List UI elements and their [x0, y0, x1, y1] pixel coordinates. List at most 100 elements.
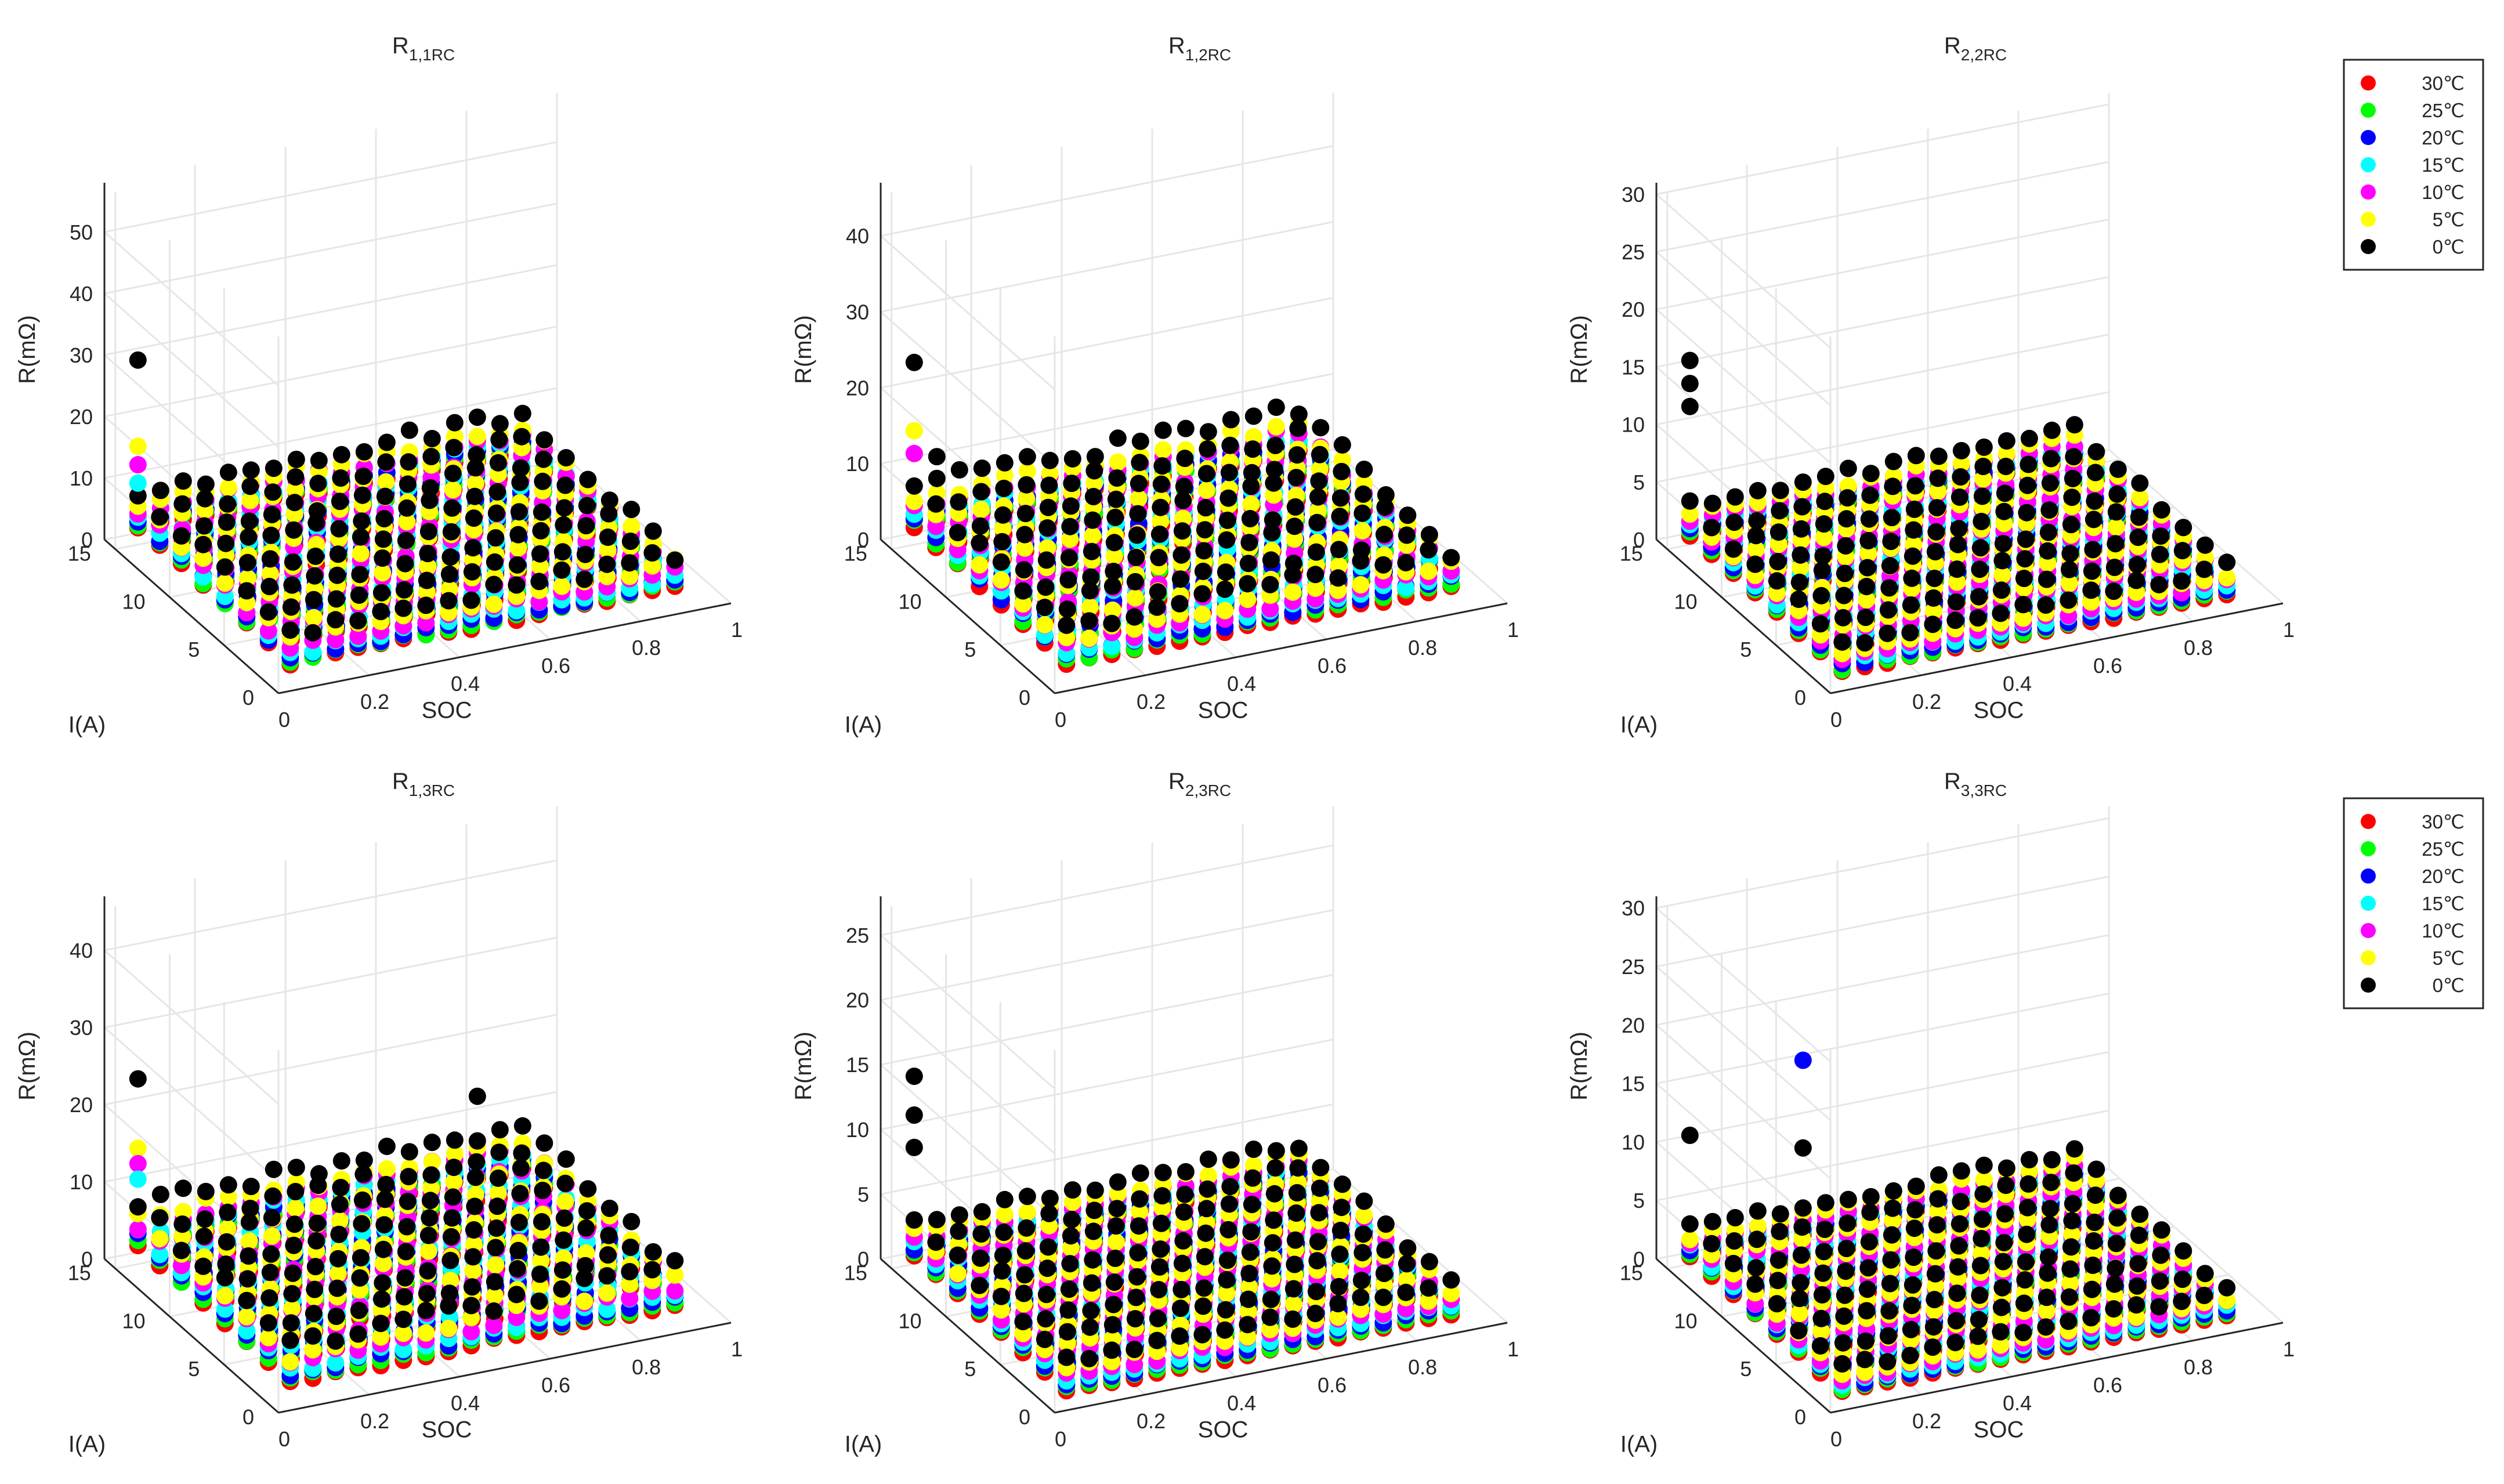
- scatter-point: [1131, 432, 1149, 450]
- scatter-point: [1839, 489, 1857, 507]
- scatter-point: [372, 603, 390, 621]
- scatter-point: [129, 437, 147, 455]
- soc-axis-line: [1054, 602, 1508, 694]
- scatter-point: [1329, 569, 1347, 587]
- resistance-axis-label: R(mΩ): [1566, 315, 1592, 384]
- scatter-point: [486, 1273, 504, 1291]
- scatter-point: [2065, 416, 2083, 434]
- chart-title-main: R: [392, 33, 409, 59]
- scatter-point: [1312, 1159, 1330, 1177]
- scatter-point: [1083, 542, 1101, 560]
- scatter-point: [2043, 421, 2061, 439]
- scatter-point: [1176, 450, 1194, 468]
- scatter-point: [1816, 493, 1834, 511]
- scatter-point: [1220, 464, 1238, 482]
- scatter-point: [491, 1121, 509, 1139]
- scatter-point: [1239, 575, 1257, 593]
- scatter-point: [1126, 608, 1144, 626]
- scatter-point: [1973, 512, 1991, 530]
- soc-tick-label: 1: [1507, 618, 1519, 642]
- scatter-point: [445, 439, 463, 457]
- scatter-point: [928, 1211, 946, 1229]
- scatter-point: [419, 558, 437, 575]
- soc-tick-label: 0.4: [1227, 672, 1256, 696]
- scatter-point: [1218, 1251, 1236, 1269]
- scatter-point: [1969, 609, 1987, 627]
- scatter-point: [264, 1187, 282, 1205]
- scatter-point: [1420, 541, 1438, 559]
- scatter-point: [1724, 540, 1742, 558]
- scatter-point: [281, 1353, 299, 1371]
- scatter-point: [508, 1260, 526, 1277]
- scatter-series: [905, 353, 1460, 673]
- scatter-point: [513, 428, 531, 446]
- scatter-point: [2065, 448, 2083, 466]
- scatter-point: [1197, 465, 1215, 483]
- scatter-point: [1039, 1238, 1057, 1256]
- scatter-point: [260, 1289, 278, 1307]
- scatter-point: [417, 596, 435, 614]
- scatter-point: [1217, 563, 1235, 581]
- scatter-point: [1947, 593, 1965, 611]
- scatter-point: [1681, 375, 1699, 393]
- scatter-point: [332, 1179, 350, 1196]
- scatter-point: [194, 549, 212, 567]
- scatter-point: [419, 1242, 437, 1260]
- scatter-point: [240, 1213, 258, 1231]
- scatter-point: [555, 1231, 573, 1249]
- scatter-point: [508, 602, 526, 620]
- scatter-point: [905, 444, 923, 462]
- scatter-point: [511, 1185, 529, 1203]
- scatter-point: [395, 599, 412, 617]
- scatter-point: [2173, 572, 2191, 590]
- scatter-point: [510, 1214, 528, 1232]
- scatter-point: [1265, 1211, 1283, 1229]
- scatter-point: [308, 1214, 326, 1232]
- scatter-point: [1420, 562, 1438, 580]
- scatter-point: [993, 1262, 1011, 1280]
- scatter-point: [259, 603, 277, 621]
- scatter-point: [1790, 591, 1808, 608]
- scatter-point: [508, 576, 526, 594]
- resistance-tick-label: 0: [857, 528, 869, 552]
- scatter-point: [1152, 498, 1170, 516]
- scatter-point: [262, 1245, 280, 1263]
- scatter-point: [398, 1218, 416, 1236]
- scatter-point: [1352, 552, 1370, 570]
- scatter-point: [442, 1228, 460, 1246]
- current-axis-label: I(A): [845, 712, 882, 738]
- scatter-point: [331, 1196, 349, 1213]
- scatter-point: [306, 1280, 324, 1298]
- scatter-point: [129, 351, 147, 369]
- scatter-point: [2018, 476, 2036, 494]
- scatter-point: [332, 469, 350, 487]
- scatter-point: [1154, 421, 1172, 439]
- scatter-point: [261, 550, 279, 568]
- scatter-point: [261, 565, 279, 583]
- scatter-point: [1221, 1178, 1239, 1196]
- scatter-point: [1861, 486, 1879, 504]
- scatter-point: [555, 516, 573, 534]
- scatter-point: [1996, 484, 2014, 502]
- scatter-point: [666, 1252, 684, 1270]
- resistance-tick-label: 0: [81, 1247, 93, 1271]
- scatter-point: [1152, 1240, 1170, 1258]
- scatter-point: [1059, 571, 1077, 589]
- scatter-point: [1242, 1223, 1260, 1241]
- scatter-point: [466, 1197, 484, 1215]
- scatter-point: [1130, 490, 1148, 508]
- scatter-point: [2015, 570, 2033, 587]
- resistance-tick-label: 20: [1622, 298, 1645, 321]
- scatter-point: [151, 508, 169, 526]
- scatter-point: [1974, 458, 1992, 475]
- scatter-point: [1128, 1268, 1146, 1286]
- scatter-point: [643, 544, 661, 562]
- current-axis-label: I(A): [68, 1432, 106, 1457]
- scatter-point: [1308, 1252, 1326, 1270]
- scatter-point: [281, 621, 299, 639]
- scatter-point: [329, 1250, 347, 1268]
- scatter-series: [1681, 352, 2236, 681]
- scatter-point: [219, 1176, 237, 1194]
- scatter-point: [1060, 549, 1078, 567]
- scatter-point: [972, 501, 990, 519]
